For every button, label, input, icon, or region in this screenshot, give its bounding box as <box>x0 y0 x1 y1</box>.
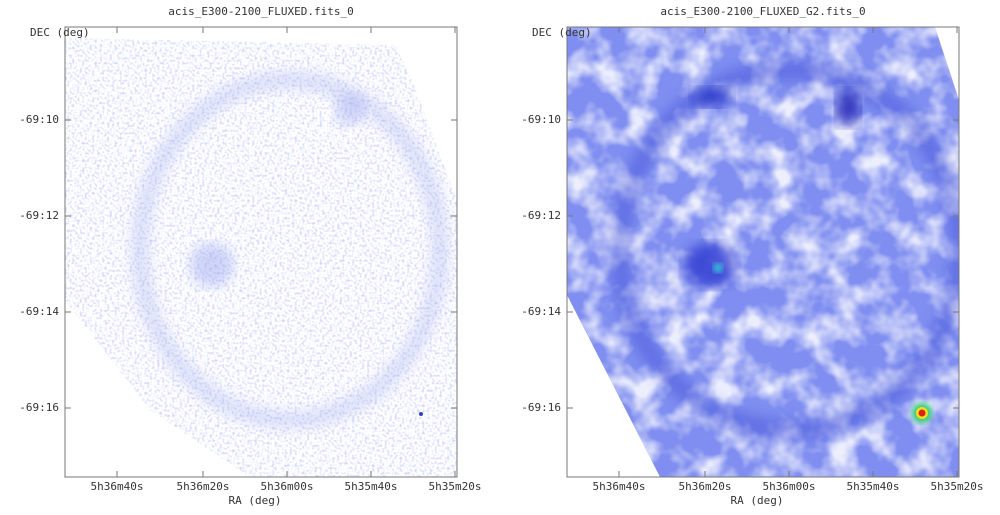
y-axis-label: DEC (deg) <box>30 26 90 39</box>
frame <box>64 26 458 478</box>
y-axis-label: DEC (deg) <box>532 26 592 39</box>
x-tick-label: 5h36m20s <box>679 480 732 493</box>
y-tick-label: -69:10 <box>521 113 561 126</box>
image-raw <box>65 38 457 477</box>
y-tick-label: -69:14 <box>19 305 59 318</box>
x-tick-label: 5h35m20s <box>931 480 984 493</box>
x-axis-label: RA (deg) <box>229 494 282 507</box>
y-tick-label: -69:12 <box>521 209 561 222</box>
x-tick-label: 5h35m40s <box>847 480 900 493</box>
x-tick-label: 5h36m40s <box>91 480 144 493</box>
x-tick-label: 5h36m00s <box>763 480 816 493</box>
y-tick-label: -69:12 <box>19 209 59 222</box>
x-tick-label: 5h36m00s <box>261 480 314 493</box>
y-tick-label: -69:16 <box>19 401 59 414</box>
x-tick-label: 5h35m20s <box>429 480 482 493</box>
x-tick-label: 5h35m40s <box>345 480 398 493</box>
y-tick-label: -69:10 <box>19 113 59 126</box>
panel-title: acis_E300-2100_FLUXED_G2.fits_0 <box>660 5 865 18</box>
y-tick-label: -69:16 <box>521 401 561 414</box>
x-tick-label: 5h36m40s <box>593 480 646 493</box>
x-tick-label: 5h36m20s <box>177 480 230 493</box>
image-smoothed <box>567 27 959 477</box>
frame <box>566 26 960 478</box>
x-axis-label: RA (deg) <box>731 494 784 507</box>
y-tick-label: -69:14 <box>521 305 561 318</box>
panel-title: acis_E300-2100_FLUXED.fits_0 <box>168 5 353 18</box>
